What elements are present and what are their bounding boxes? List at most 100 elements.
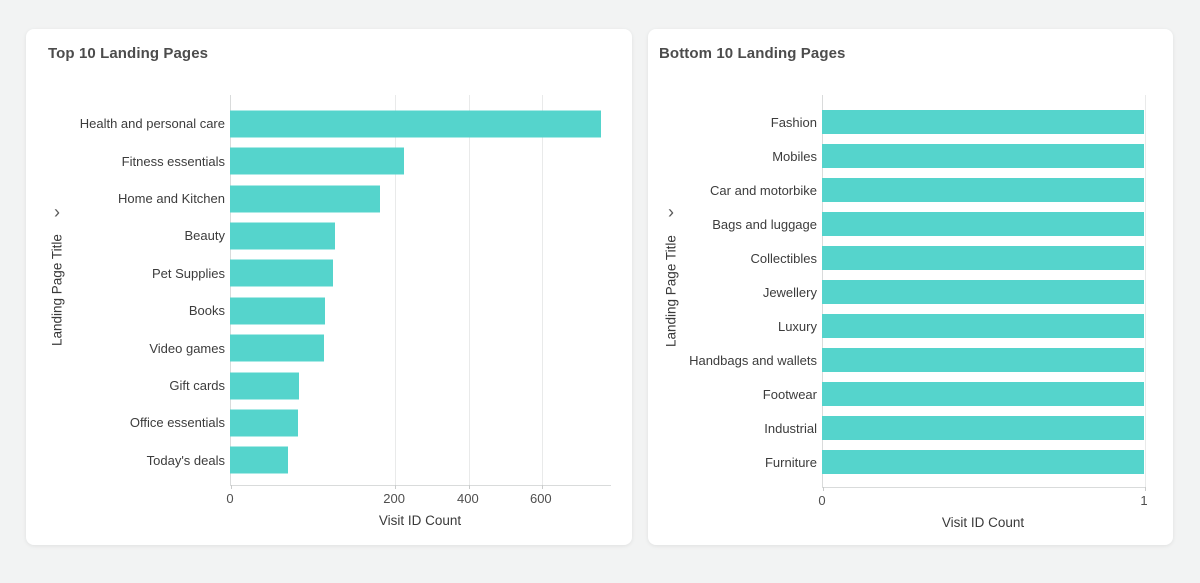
x-tick-label: 0 [818,493,826,508]
bar-row: Office essentials [26,404,610,441]
bar[interactable] [822,314,1144,338]
plot-area [230,95,611,489]
category-label: Gift cards [169,378,225,394]
bar[interactable] [230,110,602,138]
gridline [395,95,397,485]
category-label: Footwear [762,386,817,402]
top-landing-pages-panel: Top 10 Landing Pages › Landing Page Titl… [26,29,632,545]
category-label: Fashion [770,114,817,130]
bar-track [822,105,1144,139]
bar[interactable] [822,144,1144,168]
category-label: Home and Kitchen [118,191,225,207]
bar-track [822,445,1144,479]
bar-track [822,275,1144,309]
category-label: Health and personal care [79,116,225,132]
bar-row: Health and personal care [26,105,610,142]
category-label: Handbags and wallets [689,352,817,368]
bar[interactable] [822,382,1144,406]
bar-row: Industrial [648,411,1144,445]
category-label: Car and motorbike [710,182,817,198]
bar-row: Gift cards [26,367,610,404]
bar[interactable] [822,212,1144,236]
chevron-right-icon[interactable]: › [668,202,674,222]
bar-row: Mobiles [648,139,1144,173]
bar-row: Video games [26,329,610,366]
bar-row: Books [26,292,610,329]
chart-title: Bottom 10 Landing Pages [659,45,846,62]
chevron-right-icon[interactable]: › [54,202,60,222]
bar[interactable] [230,222,336,250]
bar-row: Beauty [26,217,610,254]
bar[interactable] [230,147,405,175]
bar-track [230,292,610,329]
x-tick-mark [1145,487,1146,491]
bar-track [230,442,610,479]
bar-track [822,411,1144,445]
x-tick-mark [823,487,824,491]
bar-row: Car and motorbike [648,173,1144,207]
bar[interactable] [230,409,299,437]
bar[interactable] [822,178,1144,202]
x-tick-label: 600 [529,491,552,506]
category-label: Video games [149,340,225,356]
bar-track [230,180,610,217]
bar-row: Bags and luggage [648,207,1144,241]
bar-row: Pet Supplies [26,255,610,292]
x-tick-mark [231,485,232,489]
category-label: Luxury [777,318,817,334]
bar[interactable] [822,348,1144,372]
category-label: Jewellery [762,284,817,300]
bar-track [822,139,1144,173]
bar-row: Furniture [648,445,1144,479]
x-tick-label: 0 [226,491,234,506]
bar[interactable] [230,185,381,213]
bar[interactable] [230,446,289,474]
category-label: Industrial [764,420,817,436]
bar[interactable] [822,246,1144,270]
bar-row: Today's deals [26,442,610,479]
x-tick-mark [395,485,397,489]
category-label: Books [188,303,225,319]
bar-track [822,207,1144,241]
bar-track [822,173,1144,207]
bar[interactable] [230,297,326,325]
bar[interactable] [822,110,1144,134]
bar[interactable] [230,259,334,287]
bar-row: Fitness essentials [26,142,610,179]
category-label: Pet Supplies [152,265,225,281]
bar-row: Collectibles [648,241,1144,275]
bar[interactable] [822,416,1144,440]
gridline [1145,95,1146,487]
category-label: Office essentials [129,415,225,431]
bar-row: Luxury [648,309,1144,343]
bar-row: Footwear [648,377,1144,411]
bar[interactable] [822,450,1144,474]
gridline [468,95,470,485]
bar-track [230,142,610,179]
bar-row: Fashion [648,105,1144,139]
bar-track [822,343,1144,377]
x-tick-label: 400 [457,491,479,506]
bar-row: Jewellery [648,275,1144,309]
bar-track [230,105,610,142]
x-tick-mark [468,485,470,489]
bottom-landing-pages-panel: Bottom 10 Landing Pages › Landing Page T… [648,29,1173,545]
x-tick-label: 1 [1140,493,1148,508]
category-label: Fitness essentials [121,153,225,169]
category-label: Collectibles [750,250,817,266]
bar[interactable] [230,334,325,362]
x-axis-title: Visit ID Count [378,513,462,528]
bar[interactable] [822,280,1144,304]
category-label: Mobiles [772,148,817,164]
x-tick-mark [541,485,543,489]
category-label: Bags and luggage [712,216,817,232]
x-tick-label: 200 [383,491,406,506]
bar-track [230,329,610,366]
bar[interactable] [230,372,299,400]
bar-track [230,255,610,292]
bar-track [822,377,1144,411]
bar-track [230,367,610,404]
bar-row: Home and Kitchen [26,180,610,217]
bar-track [230,404,610,441]
